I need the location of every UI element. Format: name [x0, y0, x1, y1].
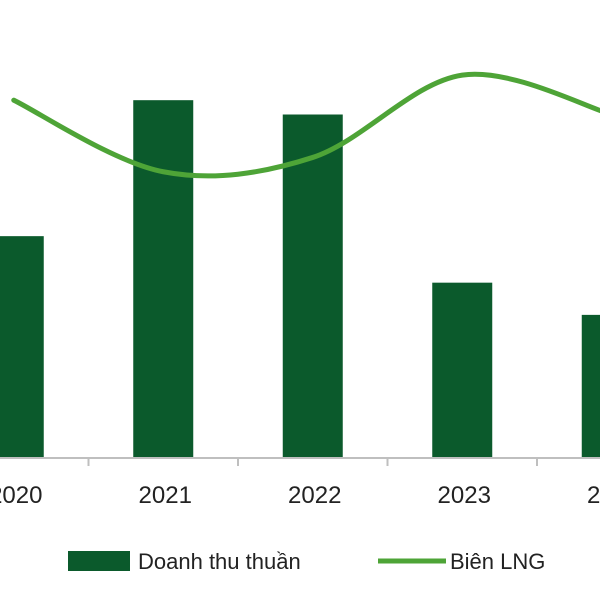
x-tick-label-2024: 2024: [587, 482, 600, 509]
legend-swatch-revenue: [68, 551, 130, 571]
bar-2024: [581, 314, 600, 458]
x-tick-label-2022: 2022: [288, 482, 341, 509]
legend: Doanh thu thuần Biên LNG: [68, 549, 545, 574]
bar-series-revenue: [0, 100, 600, 458]
x-tick-label-2023: 2023: [438, 482, 491, 509]
bar-2021: [133, 100, 194, 458]
legend-label-revenue: Doanh thu thuần: [138, 549, 301, 574]
line-series-margin: [11, 71, 600, 179]
legend-label-margin: Biên LNG: [450, 549, 545, 574]
bar-2022: [282, 114, 343, 458]
bar-2023: [432, 282, 493, 458]
bar-2020: [0, 236, 44, 458]
x-tick-label-2021: 2021: [139, 482, 192, 509]
x-axis-ticks: [87, 458, 538, 466]
